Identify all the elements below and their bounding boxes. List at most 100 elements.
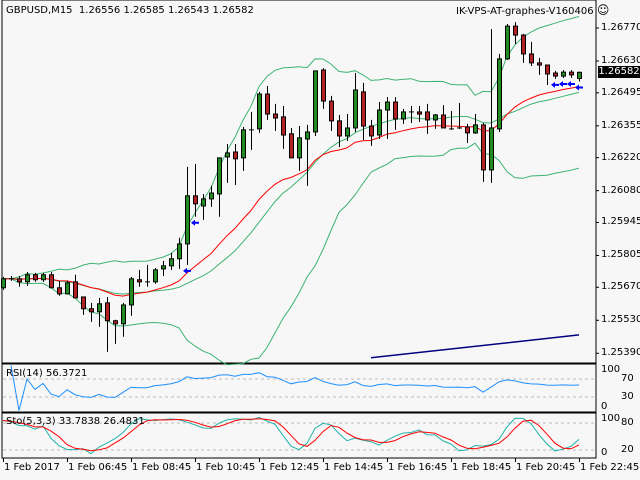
time-tick-label: 1 Feb 10:45	[196, 462, 256, 473]
candle-bullish	[377, 109, 382, 136]
candle-bullish	[97, 303, 102, 313]
candle-bullish	[169, 258, 174, 267]
time-tick-label: 1 Feb 22:45	[580, 462, 640, 473]
candle-bearish	[481, 124, 486, 171]
candle-bearish	[361, 91, 366, 127]
candle-bullish	[313, 70, 318, 133]
candle-bullish	[1, 278, 6, 289]
symbol-label: GBPUSD,M15 1.26556 1.26585 1.26543 1.265…	[6, 5, 254, 16]
candle-bearish	[321, 69, 326, 102]
indicator-level-label: 80	[621, 417, 634, 428]
main-panel-frame	[1, 0, 597, 364]
time-tick-label: 1 Feb 06:45	[68, 462, 128, 473]
candle-bearish	[569, 71, 574, 76]
candle-bullish	[201, 198, 206, 207]
candle-bearish	[273, 113, 278, 119]
long-moving-average-line	[370, 334, 580, 359]
candle-bearish	[33, 274, 38, 281]
candle-bullish	[561, 71, 566, 77]
candle-bullish	[225, 152, 230, 158]
time-tick-label: 1 Feb 20:45	[516, 462, 576, 473]
candle-bullish	[577, 71, 582, 79]
blue-arrow-icon	[575, 84, 583, 91]
candle-bearish	[537, 62, 542, 66]
last-price-tag: 1.26582	[598, 66, 640, 79]
candle-bullish	[401, 111, 406, 120]
price-tick-label: 1.25390	[601, 347, 640, 359]
candle-bullish	[121, 304, 126, 325]
price-tick-label: 1.26355	[601, 119, 640, 131]
price-tick-label: 1.26220	[601, 151, 640, 163]
candle-bearish	[513, 25, 518, 36]
candle-bearish	[417, 111, 422, 115]
candle-bullish	[209, 192, 214, 200]
price-tick-label: 1.26080	[601, 184, 640, 196]
expert-label: IK-VPS-AT-graphes-V160406 ☺	[456, 3, 610, 17]
time-tick-label: 1 Feb 2017	[4, 462, 60, 473]
candle-bearish	[137, 279, 142, 283]
blue-arrow-icon	[551, 81, 559, 88]
candle-bearish	[81, 296, 86, 310]
bollinger-lower-band	[3, 142, 580, 366]
candle-bullish	[305, 131, 310, 140]
time-tick-label: 1 Feb 12:45	[260, 462, 320, 473]
price-tick-label: 1.25670	[601, 281, 640, 293]
candle-bearish	[193, 195, 198, 205]
candle-bearish	[289, 133, 294, 159]
indicator-level-label: 70	[621, 373, 634, 384]
ohlc-readout: 1.26556 1.26585 1.26543 1.26582	[78, 5, 254, 16]
candle-bearish	[49, 274, 54, 289]
candle-bearish	[425, 111, 430, 121]
candle-bullish	[65, 282, 70, 295]
candle-bullish	[505, 25, 510, 60]
candle-bearish	[545, 64, 550, 75]
time-tick-label: 1 Feb 18:45	[452, 462, 512, 473]
candle-bearish	[265, 93, 270, 115]
candle-bullish	[473, 124, 478, 134]
stochastic-main-line	[2, 416, 580, 455]
candle-bullish	[345, 127, 350, 137]
candle-bullish	[433, 114, 438, 121]
candle-bearish	[17, 278, 22, 283]
candle-bullish	[241, 129, 246, 159]
blue-arrow-icon	[559, 80, 567, 87]
smiley-icon[interactable]: ☺	[596, 3, 610, 17]
candle-bullish	[489, 127, 494, 171]
candle-bearish	[441, 114, 446, 129]
candle-bearish	[553, 72, 558, 77]
price-tick-label: 1.26770	[601, 22, 640, 33]
price-tick-label: 1.25805	[601, 249, 640, 261]
candle-bullish	[385, 101, 390, 111]
candle-bearish	[89, 308, 94, 313]
candle-bearish	[329, 100, 334, 122]
candle-bullish	[129, 278, 134, 306]
candle-bullish	[177, 243, 182, 260]
candle-bearish	[529, 53, 534, 64]
candle-bullish	[153, 269, 158, 283]
candle-bearish	[57, 287, 62, 295]
rsi-label: RSI(14) 56.3721	[6, 368, 88, 379]
candle-bullish	[161, 265, 166, 270]
indicator-level-label: 100	[601, 364, 621, 375]
indicator-level-label: 20	[621, 444, 634, 455]
candle-bearish	[521, 34, 526, 55]
time-tick-label: 1 Feb 16:45	[388, 462, 448, 473]
rsi-panel-frame	[1, 363, 597, 413]
stochastic-panel-frame	[1, 412, 597, 459]
price-tick-label: 1.25945	[601, 216, 640, 228]
candle-bearish	[73, 281, 78, 299]
candle-bearish	[393, 101, 398, 120]
stochastic-label: Sto(5,3,3) 33.7838 26.4831	[6, 416, 145, 427]
candle-bullish	[497, 58, 502, 130]
blue-arrow-icon	[567, 80, 575, 87]
price-tick-label: 1.26630	[601, 54, 640, 66]
candle-bullish	[257, 93, 262, 130]
bollinger-upper-band	[3, 16, 580, 280]
candle-bearish	[465, 126, 470, 134]
candle-bullish	[297, 137, 302, 159]
candle-bullish	[353, 89, 358, 129]
candle-bearish	[369, 125, 374, 137]
blue-arrow-icon	[191, 219, 199, 226]
rsi-line	[10, 365, 580, 411]
